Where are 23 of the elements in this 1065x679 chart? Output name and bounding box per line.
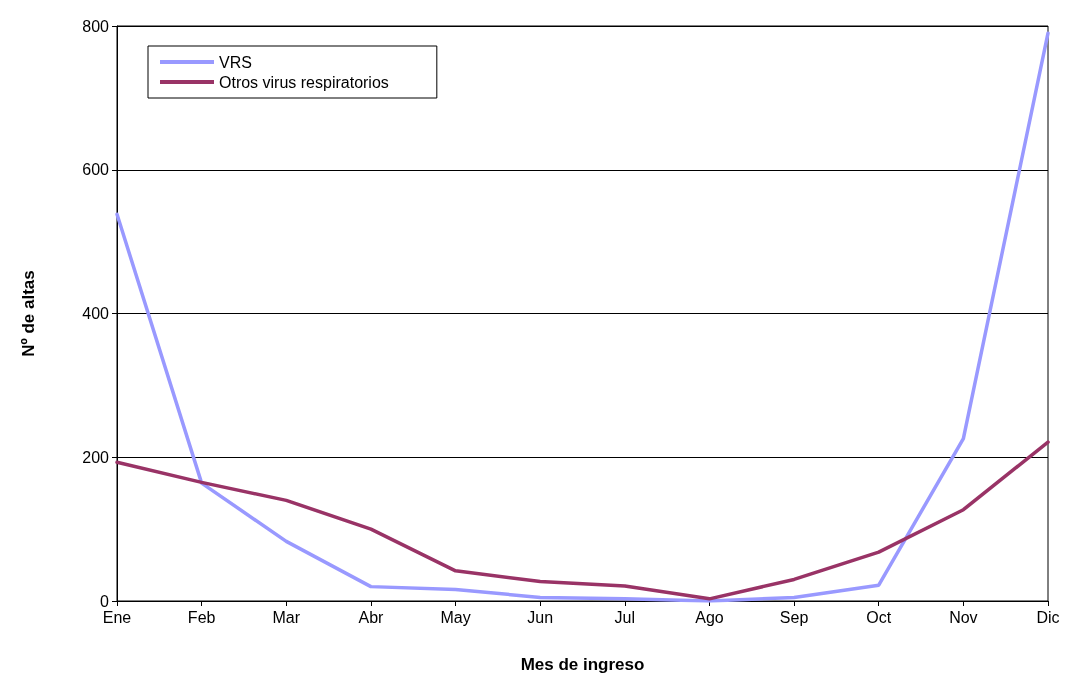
y-axis-title: Nº de altas — [19, 270, 38, 357]
y-tick-label: 600 — [82, 161, 110, 179]
x-tick-label: Feb — [187, 608, 216, 626]
x-tick-label: Jun — [527, 608, 554, 626]
x-axis-title: Mes de ingreso — [520, 655, 645, 674]
legend-label: Otros virus respiratorios — [219, 73, 389, 91]
legend-label: VRS — [219, 53, 252, 71]
y-tick-label: 0 — [100, 592, 110, 610]
x-tick-label: Oct — [866, 608, 892, 626]
x-tick-label: Mar — [272, 608, 301, 626]
x-tick-label: Dic — [1036, 608, 1060, 626]
x-tick-label: Ene — [102, 608, 132, 626]
x-tick-label: Sep — [779, 608, 809, 626]
y-tick-label: 800 — [82, 17, 110, 35]
x-tick-label: Nov — [949, 608, 978, 626]
x-tick-label: Abr — [358, 608, 385, 626]
y-tick-label: 400 — [82, 305, 110, 322]
x-tick-label: Ago — [695, 608, 724, 626]
x-tick-label: May — [440, 608, 471, 626]
x-tick-label: Jul — [614, 608, 636, 626]
line-series — [115, 440, 1050, 601]
line-series — [115, 31, 1050, 603]
y-tick-label: 200 — [82, 448, 110, 466]
